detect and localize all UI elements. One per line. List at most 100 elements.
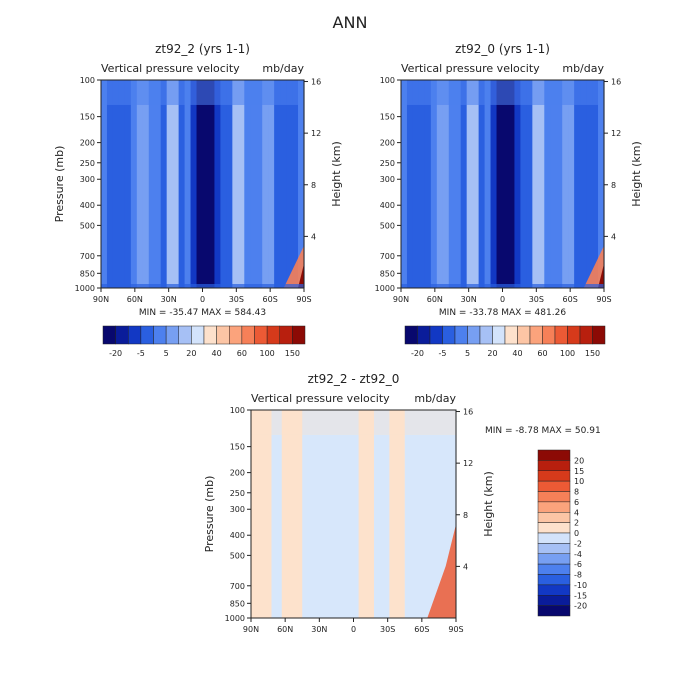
field-surface-layer <box>101 284 304 288</box>
colorbar-label: -8 <box>574 571 582 580</box>
y-tick-label: 400 <box>230 531 245 540</box>
colorbar-box <box>592 325 606 345</box>
field-band <box>440 410 447 618</box>
colorbar-box <box>537 449 571 461</box>
field-band <box>262 80 269 288</box>
field-band <box>586 80 593 288</box>
field-band <box>251 410 257 618</box>
field-band <box>266 410 273 618</box>
field-band <box>106 80 114 288</box>
field-band <box>502 80 510 288</box>
colorbar-label: 4 <box>574 508 579 517</box>
colorbar-label: -5 <box>137 349 145 358</box>
colorbar-box <box>254 325 268 345</box>
field-band <box>368 410 375 618</box>
field-band <box>520 80 527 288</box>
field-max-cell <box>298 263 304 288</box>
field-band <box>268 80 275 288</box>
field-band <box>118 80 126 288</box>
field-band <box>592 80 599 288</box>
panel-title: zt92_2 (yrs 1-1) <box>155 42 250 56</box>
y-tick-label: 200 <box>80 139 95 148</box>
y-axis-label: Pressure (mb) <box>53 146 66 223</box>
x-tick-label: 0 <box>500 295 505 304</box>
colorbar-label: 10 <box>574 477 584 486</box>
field-band <box>160 80 168 288</box>
y-tick-label: 850 <box>230 599 245 608</box>
colorbar-label: 2 <box>574 519 579 528</box>
x-tick-label: 60S <box>263 295 278 304</box>
contour-field <box>401 80 605 288</box>
colorbar-box <box>537 563 571 575</box>
x-tick-label: 60S <box>414 625 429 634</box>
field-band <box>148 80 156 288</box>
field-band <box>286 410 293 618</box>
height-tick-label: 16 <box>463 408 473 417</box>
field-max-cell <box>598 263 604 288</box>
colorbar-label: -15 <box>574 591 587 600</box>
field-band <box>412 80 420 288</box>
y-tick-label: 150 <box>230 443 245 452</box>
colorbar-box <box>279 325 293 345</box>
field-band <box>568 80 575 288</box>
colorbar-box <box>554 325 568 345</box>
field-band <box>448 80 456 288</box>
field-band <box>136 80 144 288</box>
colorbar-box <box>579 325 593 345</box>
colorbar: -20 -5 5 20 40 60 100 150 <box>102 325 306 358</box>
colorbar-label: 60 <box>237 349 247 358</box>
field-band <box>466 80 474 288</box>
y-tick-label: 850 <box>80 269 95 278</box>
x-tick-label: 90S <box>448 625 463 634</box>
colorbar-box <box>153 325 167 345</box>
colorbar-box <box>479 325 493 345</box>
field-southern-signal <box>283 245 304 288</box>
field-band <box>445 410 452 618</box>
field-band <box>343 410 349 618</box>
field-band <box>532 80 539 288</box>
x-tick-label: 30N <box>461 295 477 304</box>
height-tick-label: 8 <box>611 181 616 190</box>
panel-subtitle-right: mb/day <box>262 62 304 75</box>
field-band <box>472 80 480 288</box>
field-band <box>556 80 563 288</box>
colorbar-box <box>266 325 280 345</box>
colorbar-box <box>467 325 481 345</box>
panel-subtitle-right: mb/day <box>562 62 604 75</box>
field-band <box>430 410 437 618</box>
x-tick-label: 30N <box>311 625 327 634</box>
colorbar-box <box>115 325 129 345</box>
colorbar-box <box>537 584 571 596</box>
field-band <box>418 80 426 288</box>
x-tick-label: 30N <box>161 295 177 304</box>
panel-subtitle-right: mb/day <box>414 392 456 405</box>
field-band <box>550 80 557 288</box>
x-tick-label: 90N <box>243 625 259 634</box>
colorbar-label: 150 <box>585 349 600 358</box>
field-upper-layer <box>101 80 304 105</box>
field-band <box>112 80 120 288</box>
colorbar: -20 -5 5 20 40 60 100 150 <box>404 325 606 358</box>
colorbar-box <box>529 325 543 345</box>
colorbar-label: 6 <box>574 498 579 507</box>
field-surface-layer <box>401 284 604 288</box>
field-band <box>312 410 319 618</box>
colorbar-box <box>454 325 468 345</box>
height-tick-label: 16 <box>611 78 621 87</box>
y-tick-label: 200 <box>230 469 245 478</box>
y-tick-label: 150 <box>80 113 95 122</box>
field-band <box>425 410 431 618</box>
field-southern-signal <box>427 524 456 618</box>
colorbar-box <box>229 325 243 345</box>
y-tick-label: 500 <box>230 551 245 560</box>
field-band <box>508 80 516 288</box>
y-axis-right-label: Height (km) <box>630 141 643 207</box>
colorbar-label: 5 <box>164 349 169 358</box>
field-band <box>460 80 468 288</box>
field-band <box>124 80 132 288</box>
height-tick-label: 4 <box>611 232 616 241</box>
x-tick-label: 90N <box>93 295 109 304</box>
field-band <box>430 80 438 288</box>
height-tick-label: 16 <box>311 78 321 87</box>
